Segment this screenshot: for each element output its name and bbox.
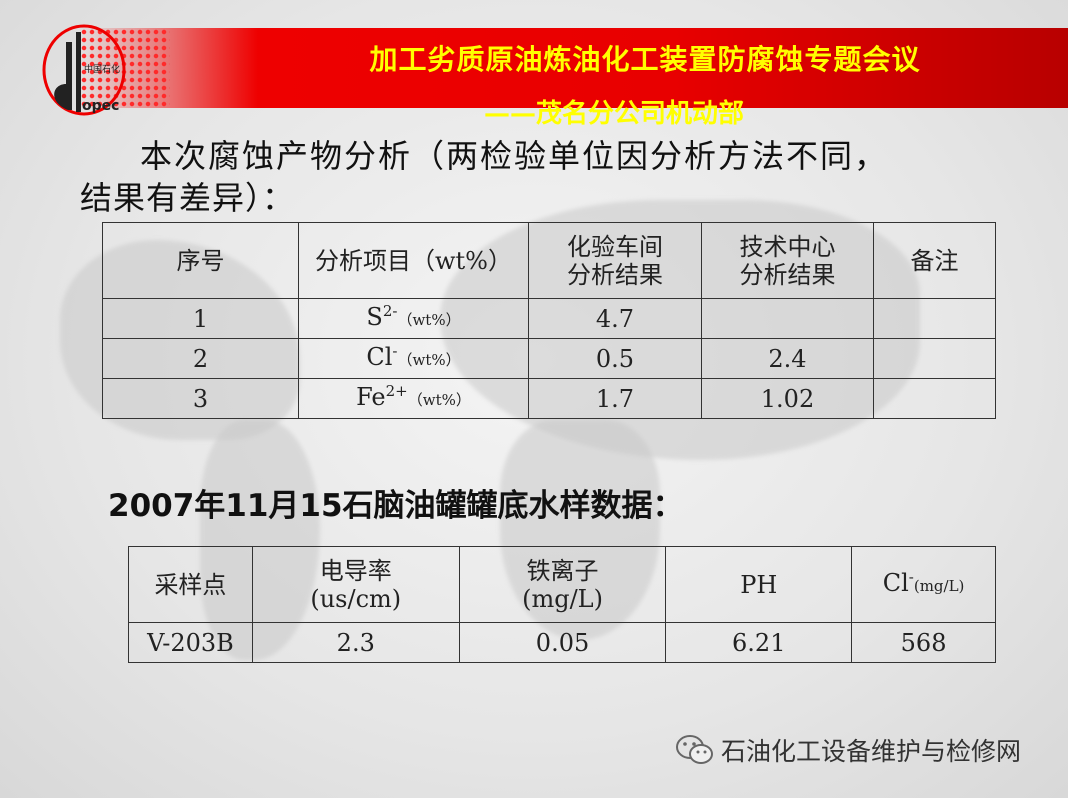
header-cell: 分析项目（wt%） [298, 222, 529, 299]
cell-no: 1 [102, 298, 299, 339]
cell-cl: 568 [851, 622, 996, 663]
header-cell: 化验车间 分析结果 [528, 222, 702, 299]
watermark-text: 石油化工设备维护与检修网 [721, 737, 1022, 766]
cell-item: Cl-（wt%） [298, 338, 529, 379]
header-cell: PH [665, 546, 853, 623]
cell-lab: 4.7 [528, 298, 702, 339]
section1-heading: 本次腐蚀产物分析（两检验单位因分析方法不同， [140, 137, 889, 175]
cell-no: 2 [102, 338, 299, 379]
water-sample-table: 采样点 电导率 (us/cm) 铁离子 (mg/L) PH Cl-(mg/L) V-… [128, 546, 996, 663]
cell-ph: 6.21 [665, 622, 853, 663]
header-cell: 备注 [873, 222, 996, 299]
table-header-row: 采样点 电导率 (us/cm) 铁离子 (mg/L) PH Cl-(mg/L) [128, 546, 996, 623]
sinopec-logo: 中国石化 opec [42, 24, 126, 116]
cell-center: 2.4 [701, 338, 874, 379]
cell-no: 3 [102, 378, 299, 419]
section1-heading-cont: 结果有差异）： [80, 179, 296, 217]
cell-lab: 1.7 [528, 378, 702, 419]
header-cell: 铁离子 (mg/L) [458, 546, 667, 623]
cell-item: Fe2+（wt%） [298, 378, 529, 419]
cell-lab: 0.5 [528, 338, 702, 379]
wechat-icon [676, 735, 713, 764]
header-cell: Cl-(mg/L) [851, 546, 996, 623]
section2-heading: 2007年11月15石脑油罐罐底水样数据： [108, 488, 684, 524]
cell-note [873, 298, 996, 339]
cell-note [873, 378, 996, 419]
cell-center [701, 298, 874, 339]
table-row: 2 Cl-（wt%） 0.5 2.4 [102, 338, 996, 379]
header-cell: 技术中心 分析结果 [701, 222, 874, 299]
table-row: 1 S2-（wt%） 4.7 [102, 298, 996, 339]
svg-text:opec: opec [82, 98, 119, 114]
cell-center: 1.02 [701, 378, 874, 419]
cell-item: S2-（wt%） [298, 298, 529, 339]
presentation-subtitle: ——茂名分公司机动部 [484, 99, 745, 129]
cell-iron: 0.05 [458, 622, 667, 663]
presentation-title: 加工劣质原油炼油化工装置防腐蚀专题会议 [369, 43, 921, 76]
corrosion-product-table: 序号 分析项目（wt%） 化验车间 分析结果 技术中心 分析结果 备注 1 S2-（… [102, 222, 996, 419]
cell-point: V-203B [128, 622, 253, 663]
cell-note [873, 338, 996, 379]
table-header-row: 序号 分析项目（wt%） 化验车间 分析结果 技术中心 分析结果 备注 [102, 222, 996, 299]
table-row: V-203B 2.3 0.05 6.21 568 [128, 622, 996, 663]
cell-conductivity: 2.3 [251, 622, 460, 663]
header-cell: 电导率 (us/cm) [251, 546, 460, 623]
watermark: 石油化工设备维护与检修网 [675, 732, 1021, 768]
table-row: 3 Fe2+（wt%） 1.7 1.02 [102, 378, 996, 419]
svg-text:中国石化: 中国石化 [84, 63, 120, 75]
header-cell: 采样点 [128, 546, 253, 623]
header-cell: 序号 [102, 222, 299, 299]
header-banner [80, 28, 1068, 108]
